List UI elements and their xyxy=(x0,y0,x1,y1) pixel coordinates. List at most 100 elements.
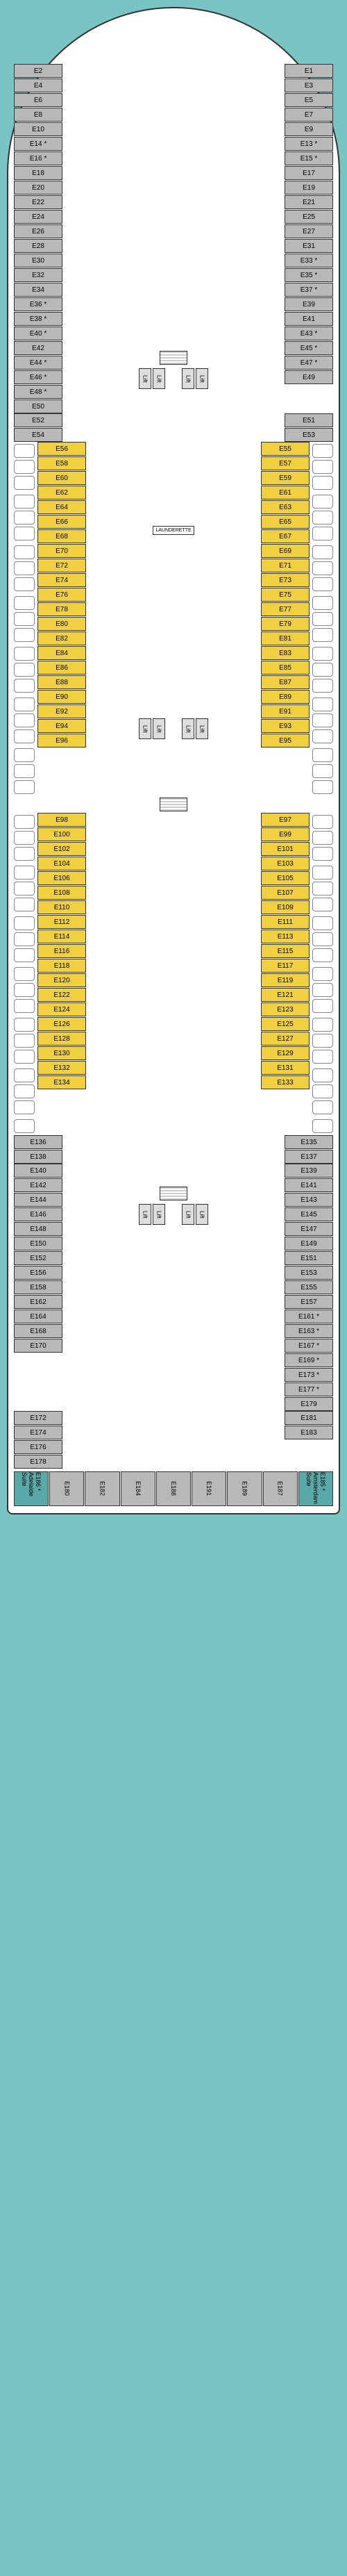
cabin-E39[interactable]: E39 xyxy=(285,297,333,311)
cabin-E49[interactable]: E49 xyxy=(285,370,333,384)
cabin-E42[interactable]: E42 xyxy=(14,341,62,355)
cabin-E44[interactable]: E44 * xyxy=(14,356,62,370)
cabin-E76[interactable]: E76 xyxy=(37,588,86,602)
cabin-E104[interactable]: E104 xyxy=(37,857,86,870)
cabin-E126[interactable]: E126 xyxy=(37,1017,86,1031)
cabin-E170[interactable]: E170 xyxy=(14,1339,62,1353)
cabin-E155[interactable]: E155 xyxy=(285,1280,333,1294)
cabin-E140[interactable]: E140 xyxy=(14,1164,62,1178)
cabin-E141[interactable]: E141 xyxy=(285,1178,333,1192)
cabin-E152[interactable]: E152 xyxy=(14,1251,62,1265)
cabin-E1[interactable]: E1 xyxy=(285,64,333,78)
cabin-E31[interactable]: E31 xyxy=(285,239,333,253)
cabin-E59[interactable]: E59 xyxy=(261,471,310,485)
cabin-E10[interactable]: E10 xyxy=(14,122,62,136)
cabin-E115[interactable]: E115 xyxy=(261,944,310,958)
cabin-E28[interactable]: E28 xyxy=(14,239,62,253)
cabin-E79[interactable]: E79 xyxy=(261,617,310,631)
cabin-E5[interactable]: E5 xyxy=(285,93,333,107)
cabin-E68[interactable]: E68 xyxy=(37,529,86,543)
cabin-E119[interactable]: E119 xyxy=(261,973,310,987)
cabin-E138[interactable]: E138 xyxy=(14,1150,62,1164)
cabin-E173[interactable]: E173 * xyxy=(285,1368,333,1382)
cabin-E136[interactable]: E136 xyxy=(14,1135,62,1149)
cabin-E65[interactable]: E65 xyxy=(261,515,310,529)
cabin-E78[interactable]: E78 xyxy=(37,602,86,616)
cabin-E116[interactable]: E116 xyxy=(37,944,86,958)
cabin-E48[interactable]: E48 * xyxy=(14,385,62,399)
cabin-E114[interactable]: E114 xyxy=(37,930,86,943)
cabin-E74[interactable]: E74 xyxy=(37,573,86,587)
cabin-E50[interactable]: E50 xyxy=(14,399,62,413)
cabin-E3[interactable]: E3 xyxy=(285,79,333,92)
cabin-E151[interactable]: E151 xyxy=(285,1251,333,1265)
cabin-E178[interactable]: E178 xyxy=(14,1455,62,1469)
cabin-E57[interactable]: E57 xyxy=(261,456,310,470)
cabin-E169[interactable]: E169 * xyxy=(285,1353,333,1367)
cabin-E18[interactable]: E18 xyxy=(14,166,62,180)
cabin-E148[interactable]: E148 xyxy=(14,1222,62,1236)
cabin-E67[interactable]: E67 xyxy=(261,529,310,543)
cabin-E61[interactable]: E61 xyxy=(261,486,310,499)
cabin-E137[interactable]: E137 xyxy=(285,1150,333,1164)
cabin-E130[interactable]: E130 xyxy=(37,1046,86,1060)
cabin-E107[interactable]: E107 xyxy=(261,886,310,900)
cabin-E134[interactable]: E134 xyxy=(37,1075,86,1089)
cabin-E14[interactable]: E14 * xyxy=(14,137,62,151)
cabin-E89[interactable]: E89 xyxy=(261,690,310,704)
cabin-E91[interactable]: E91 xyxy=(261,704,310,718)
cabin-E93[interactable]: E93 xyxy=(261,719,310,733)
cabin-E63[interactable]: E63 xyxy=(261,500,310,514)
cabin-E182[interactable]: E182 xyxy=(85,1471,119,1506)
cabin-E101[interactable]: E101 xyxy=(261,842,310,856)
cabin-E167[interactable]: E167 * xyxy=(285,1339,333,1353)
cabin-E176[interactable]: E176 xyxy=(14,1440,62,1454)
cabin-E26[interactable]: E26 xyxy=(14,224,62,238)
cabin-E131[interactable]: E131 xyxy=(261,1061,310,1075)
cabin-E120[interactable]: E120 xyxy=(37,973,86,987)
cabin-E47[interactable]: E47 * xyxy=(285,356,333,370)
cabin-E58[interactable]: E58 xyxy=(37,456,86,470)
cabin-E179[interactable]: E179 xyxy=(285,1397,333,1411)
cabin-E106[interactable]: E106 xyxy=(37,871,86,885)
cabin-E69[interactable]: E69 xyxy=(261,544,310,558)
cabin-E34[interactable]: E34 xyxy=(14,283,62,297)
cabin-E100[interactable]: E100 xyxy=(37,827,86,841)
cabin-E46[interactable]: E46 * xyxy=(14,370,62,384)
cabin-E20[interactable]: E20 xyxy=(14,181,62,195)
cabin-E135[interactable]: E135 xyxy=(285,1135,333,1149)
cabin-E98[interactable]: E98 xyxy=(37,813,86,827)
cabin-E95[interactable]: E95 xyxy=(261,734,310,748)
cabin-E90[interactable]: E90 xyxy=(37,690,86,704)
cabin-E127[interactable]: E127 xyxy=(261,1032,310,1046)
cabin-E180[interactable]: E180 xyxy=(49,1471,84,1506)
cabin-E80[interactable]: E80 xyxy=(37,617,86,631)
cabin-E62[interactable]: E62 xyxy=(37,486,86,499)
cabin-E83[interactable]: E83 xyxy=(261,646,310,660)
cabin-E21[interactable]: E21 xyxy=(285,195,333,209)
cabin-E110[interactable]: E110 xyxy=(37,900,86,914)
cabin-E133[interactable]: E133 xyxy=(261,1075,310,1089)
cabin-E51[interactable]: E51 xyxy=(285,413,333,427)
cabin-E16[interactable]: E16 * xyxy=(14,151,62,165)
cabin-E92[interactable]: E92 xyxy=(37,704,86,718)
cabin-E37[interactable]: E37 * xyxy=(285,283,333,297)
cabin-E105[interactable]: E105 xyxy=(261,871,310,885)
cabin-E188[interactable]: E188 xyxy=(156,1471,191,1506)
cabin-E33[interactable]: E33 * xyxy=(285,254,333,267)
cabin-E86[interactable]: E86 xyxy=(37,661,86,675)
cabin-E143[interactable]: E143 xyxy=(285,1193,333,1207)
cabin-E38[interactable]: E38 * xyxy=(14,312,62,326)
cabin-E55[interactable]: E55 xyxy=(261,442,310,456)
cabin-E27[interactable]: E27 xyxy=(285,224,333,238)
cabin-E71[interactable]: E71 xyxy=(261,559,310,572)
cabin-E75[interactable]: E75 xyxy=(261,588,310,602)
cabin-E145[interactable]: E145 xyxy=(285,1207,333,1221)
suite-amsterdam[interactable]: E185 * Amsterdam Suite xyxy=(298,1471,333,1506)
cabin-E84[interactable]: E84 xyxy=(37,646,86,660)
cabin-E4[interactable]: E4 xyxy=(14,79,62,92)
cabin-E158[interactable]: E158 xyxy=(14,1280,62,1294)
cabin-E121[interactable]: E121 xyxy=(261,988,310,1002)
cabin-E102[interactable]: E102 xyxy=(37,842,86,856)
cabin-E156[interactable]: E156 xyxy=(14,1266,62,1280)
